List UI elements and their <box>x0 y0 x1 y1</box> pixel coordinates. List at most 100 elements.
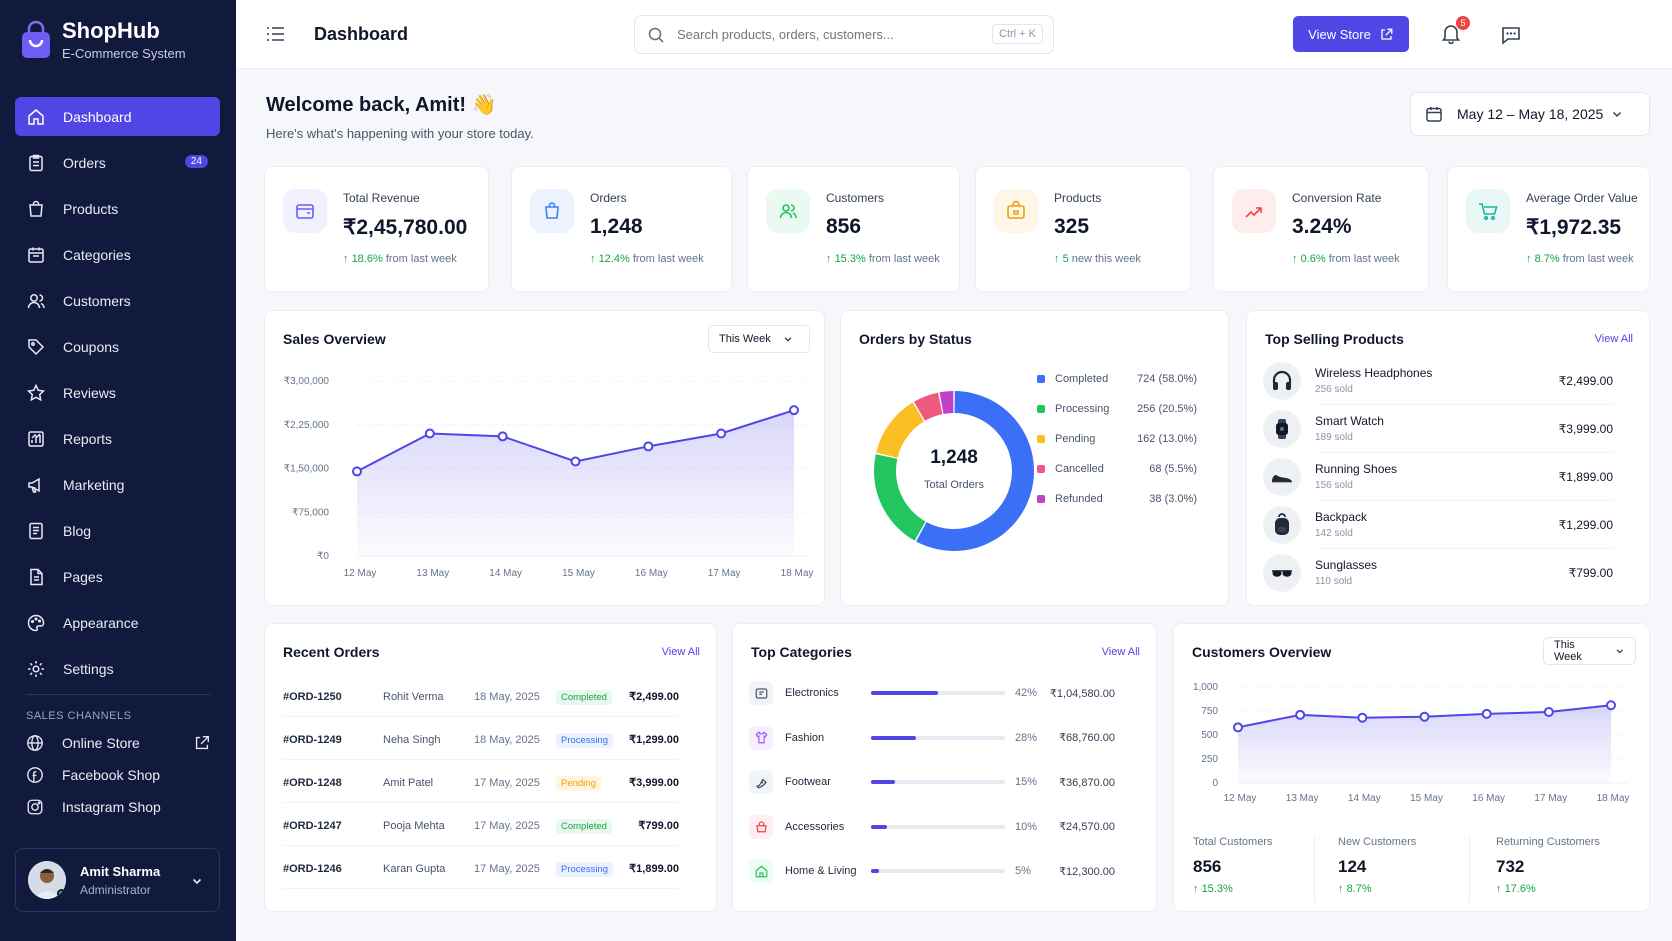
product-thumbnail <box>1263 361 1301 400</box>
sidebar-item-dashboard[interactable]: Dashboard <box>15 97 220 136</box>
sales-channels-label: SALES CHANNELS <box>26 710 132 722</box>
donut-slice-pending[interactable] <box>876 402 924 458</box>
data-point[interactable] <box>1606 700 1616 711</box>
data-point[interactable] <box>716 428 727 439</box>
data-point[interactable] <box>1233 722 1243 733</box>
order-id[interactable]: #ORD-1249 <box>283 733 342 746</box>
legend-label: Refunded <box>1055 493 1103 505</box>
order-id[interactable]: #ORD-1246 <box>283 862 342 875</box>
sunglasses-icon <box>1272 569 1292 577</box>
donut-slice-cancelled[interactable] <box>913 392 943 421</box>
category-row[interactable]: Home & Living 5% ₹12,300.00 <box>749 856 1115 886</box>
sidebar-item-reports[interactable]: Reports <box>15 419 220 458</box>
order-date: 17 May, 2025 <box>474 819 540 832</box>
delta-note: from last week <box>632 253 704 265</box>
view-store-button[interactable]: View Store <box>1293 16 1409 52</box>
average-order-value-stat-card: Average Order Value ₹1,972.35 ↑ 8.7% from … <box>1447 166 1650 292</box>
data-point[interactable] <box>1481 708 1492 719</box>
sidebar-item-reviews[interactable]: Reviews <box>15 373 220 412</box>
view-all-categories-link[interactable]: View All <box>1101 646 1140 658</box>
sidebar-item-appearance[interactable]: Appearance <box>15 603 220 642</box>
row-divider <box>1317 548 1613 549</box>
donut-slice-completed[interactable] <box>916 391 1034 551</box>
category-row[interactable]: Footwear 15% ₹36,870.00 <box>749 767 1115 797</box>
order-row[interactable]: #ORD-1248 Amit Patel 17 May, 2025 Pending ₹3… <box>283 763 679 803</box>
sidebar-item-products[interactable]: Products <box>15 189 220 228</box>
product-name: Smart Watch <box>1315 414 1384 428</box>
sidebar-item-label: Appearance <box>63 614 139 631</box>
external-link-icon[interactable] <box>193 734 211 752</box>
order-date: 17 May, 2025 <box>474 862 540 875</box>
legend-value: 162 (13.0%) <box>1137 433 1197 445</box>
order-amount: ₹799.00 <box>638 820 679 832</box>
data-point[interactable] <box>1543 706 1554 717</box>
donut-slice-processing[interactable] <box>874 454 926 541</box>
data-point[interactable] <box>424 428 435 439</box>
category-row[interactable]: Accessories 10% ₹24,570.00 <box>749 812 1115 842</box>
data-point[interactable] <box>352 466 362 477</box>
sidebar-item-coupons[interactable]: Coupons <box>15 327 220 366</box>
channel-facebook-shop[interactable]: Facebook Shop <box>26 766 211 784</box>
sidebar-item-settings[interactable]: Settings <box>15 649 220 688</box>
search-input[interactable] <box>677 27 977 42</box>
sidebar-item-customers[interactable]: Customers <box>15 281 220 320</box>
sidebar-item-categories[interactable]: Categories <box>15 235 220 274</box>
chevron-down-icon[interactable] <box>191 875 203 887</box>
order-row[interactable]: #ORD-1250 Rohit Verma 18 May, 2025 Complete… <box>283 677 679 717</box>
channel-online-store[interactable]: Online Store <box>26 734 211 752</box>
facebook-icon <box>27 767 43 783</box>
customers-period-dropdown[interactable]: This Week <box>1543 637 1636 665</box>
product-sold-count: 189 sold <box>1315 432 1353 443</box>
menu-toggle-icon[interactable] <box>264 24 286 44</box>
sidebar-item-pages[interactable]: Pages <box>15 557 220 596</box>
product-row[interactable]: Backpack 142 sold ₹1,299.00 <box>1263 502 1613 549</box>
donut-slice-refunded[interactable] <box>939 391 954 414</box>
product-row[interactable]: Wireless Headphones 256 sold ₹2,499.00 <box>1263 358 1613 405</box>
category-share-fill <box>871 869 879 873</box>
product-row[interactable]: Sunglasses 110 sold ₹799.00 <box>1263 550 1613 595</box>
messages-icon[interactable] <box>1500 24 1522 46</box>
legend-item-pending: Pending 162 (13.0%) <box>1037 433 1197 445</box>
data-point[interactable] <box>1357 712 1368 723</box>
view-all-products-link[interactable]: View All <box>1594 333 1633 345</box>
data-point[interactable] <box>1295 709 1306 720</box>
data-point[interactable] <box>497 431 508 442</box>
order-id[interactable]: #ORD-1250 <box>283 690 342 703</box>
order-id[interactable]: #ORD-1248 <box>283 776 342 789</box>
category-row[interactable]: Electronics 42% ₹1,04,580.00 <box>749 678 1115 708</box>
stat-delta: ↑ 5 new this week <box>1054 253 1141 265</box>
products-stat-card: Products 325 ↑ 5 new this week <box>975 166 1191 292</box>
total-revenue-icon <box>296 204 314 219</box>
category-row[interactable]: Fashion 28% ₹68,760.00 <box>749 723 1115 753</box>
data-point[interactable] <box>789 405 799 416</box>
sidebar-item-marketing[interactable]: Marketing <box>15 465 220 504</box>
house-icon <box>755 864 767 877</box>
product-info: Running Shoes 156 sold <box>1315 462 1397 491</box>
sales-period-dropdown[interactable]: This Week <box>708 325 810 353</box>
card-title: Top Selling Products <box>1265 331 1404 347</box>
search-box[interactable]: Ctrl + K <box>634 15 1054 54</box>
date-range-picker[interactable]: May 12 – May 18, 2025 <box>1410 92 1650 136</box>
brand-logo[interactable]: ShopHub E-Commerce System <box>20 18 186 61</box>
delta-note: from last week <box>1562 253 1634 265</box>
order-row[interactable]: #ORD-1249 Neha Singh 18 May, 2025 Processin… <box>283 720 679 760</box>
channel-instagram-shop[interactable]: Instagram Shop <box>26 798 211 816</box>
order-row[interactable]: #ORD-1247 Pooja Mehta 17 May, 2025 Complete… <box>283 806 679 846</box>
legend-item-cancelled: Cancelled 68 (5.5%) <box>1037 463 1197 475</box>
category-revenue: ₹68,760.00 <box>1059 732 1115 744</box>
sidebar-item-blog[interactable]: Blog <box>15 511 220 550</box>
order-row[interactable]: #ORD-1246 Karan Gupta 17 May, 2025 Processi… <box>283 849 679 889</box>
data-point[interactable] <box>643 441 654 452</box>
view-all-orders-link[interactable]: View All <box>661 646 700 658</box>
product-row[interactable]: Running Shoes 156 sold ₹1,899.00 <box>1263 454 1613 501</box>
accessory-icon <box>755 821 767 833</box>
product-row[interactable]: Smart Watch 189 sold ₹3,999.00 <box>1263 406 1613 453</box>
notification-bell-icon[interactable] <box>1440 22 1462 44</box>
data-point[interactable] <box>570 456 581 467</box>
user-profile-card[interactable]: Amit Sharma Administrator <box>15 848 220 912</box>
sidebar-item-orders[interactable]: Orders 24 <box>15 143 220 182</box>
order-id[interactable]: #ORD-1247 <box>283 819 342 832</box>
sidebar-nav: Dashboard Orders 24 Products Categories Custo… <box>15 97 220 695</box>
x-tick-label: 16 May <box>635 568 668 579</box>
data-point[interactable] <box>1419 711 1430 722</box>
